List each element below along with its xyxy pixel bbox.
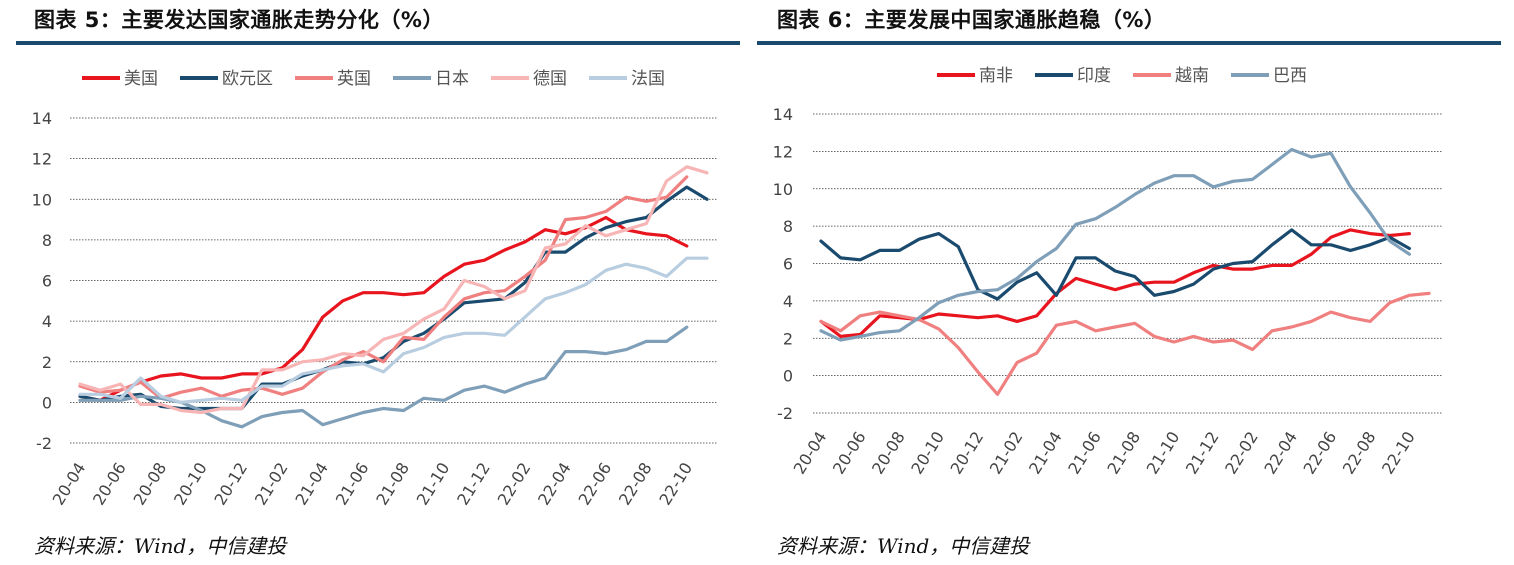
x-tick-label: 22-04 [534, 459, 575, 509]
y-tick-label: 4 [783, 292, 793, 311]
series-line-3 [819, 147, 1411, 342]
y-tick-label: 0 [783, 367, 793, 386]
panel-developing: 图表 6：主要发展中国家通胀趋稳（%） -2 0 2 4 6 8 10 12 14 20-04 20… [757, 0, 1514, 565]
y-tick-label: 14 [773, 105, 793, 124]
x-tick-label: 20-06 [829, 428, 870, 478]
x-tick-label: 21-06 [1064, 428, 1105, 478]
x-tick-label: 21-04 [291, 459, 332, 509]
x-tick-label: 22-06 [1300, 428, 1341, 478]
x-tick-label: 20-04 [790, 428, 831, 478]
x-tick-label: 20-10 [170, 459, 211, 509]
figure-title: 图表 5：主要发达国家通胀走势分化（%） [34, 8, 444, 32]
legend-label: 巴西 [1273, 66, 1307, 86]
y-tick-label: 2 [42, 353, 52, 372]
y-tick-label: -2 [777, 404, 793, 423]
x-tick-label: 21-04 [1025, 428, 1066, 478]
x-tick-label: 22-02 [494, 459, 535, 509]
legend-label: 美国 [124, 69, 158, 89]
x-tick-label: 21-12 [1182, 428, 1223, 478]
legend-label: 日本 [435, 69, 469, 89]
x-tick-label: 21-06 [332, 459, 373, 509]
legend-label: 越南 [1175, 66, 1209, 86]
series-line-1 [819, 228, 1411, 301]
y-tick-label: 12 [773, 142, 793, 161]
x-tick-label: 20-04 [49, 459, 90, 509]
legend-label: 欧元区 [222, 69, 273, 89]
x-tick-label: 22-10 [655, 459, 696, 509]
y-tick-label: 6 [42, 272, 52, 291]
x-tick-label: 21-08 [372, 459, 413, 509]
source-note: 资料来源：Wind，中信建投 [34, 534, 287, 558]
chart-developing-inflation: -20246810121420-0420-0620-0820-1020-1221… [773, 66, 1443, 478]
y-tick-label: 8 [42, 231, 52, 250]
legend-label: 英国 [337, 69, 371, 89]
title-rule [16, 41, 740, 45]
legend-label: 印度 [1077, 66, 1111, 86]
y-tick-label: 4 [42, 312, 52, 331]
y-tick-label: 0 [42, 393, 52, 412]
x-tick-label: 21-08 [1103, 428, 1144, 478]
series-line-2 [819, 291, 1431, 396]
title-rule [757, 41, 1501, 45]
legend-label: 南非 [979, 66, 1013, 86]
x-tick-label: 22-06 [575, 459, 616, 509]
x-tick-label: 22-04 [1260, 428, 1301, 478]
figure-title: 图表 6：主要发展中国家通胀趋稳（%） [777, 8, 1166, 32]
series-line-3 [78, 325, 689, 429]
x-tick-label: 22-02 [1221, 428, 1262, 478]
legend-label: 法国 [631, 69, 665, 89]
y-tick-label: 10 [32, 190, 52, 209]
y-tick-label: 14 [32, 109, 52, 128]
y-tick-label: -2 [36, 434, 52, 453]
panel-developed: 图表 5：主要发达国家通胀走势分化（%） -2 0 2 4 6 8 10 12 14 20-04 2… [16, 8, 740, 558]
series-line-5 [78, 256, 709, 404]
x-tick-label: 20-08 [130, 459, 171, 509]
x-tick-label: 21-02 [986, 428, 1027, 478]
x-tick-label: 21-10 [413, 459, 454, 509]
y-tick-label: 10 [773, 180, 793, 199]
source-note: 资料来源：Wind，中信建投 [777, 534, 1030, 558]
x-tick-label: 20-06 [89, 459, 130, 509]
x-tick-label: 22-08 [1339, 428, 1380, 478]
y-tick-label: 12 [32, 150, 52, 169]
legend-label: 德国 [533, 69, 567, 89]
y-tick-label: 6 [783, 255, 793, 274]
x-tick-label: 20-08 [868, 428, 909, 478]
x-tick-label: 22-10 [1378, 428, 1419, 478]
series-line-2 [78, 175, 689, 400]
y-tick-label: 2 [783, 329, 793, 348]
x-tick-label: 21-02 [251, 459, 292, 509]
series-line-4 [78, 165, 709, 415]
x-tick-label: 20-10 [907, 428, 948, 478]
x-tick-label: 21-10 [1143, 428, 1184, 478]
x-tick-label: 21-12 [453, 459, 494, 509]
y-tick-label: 8 [783, 217, 793, 236]
x-tick-label: 20-12 [210, 459, 251, 509]
x-tick-label: 20-12 [947, 428, 988, 478]
x-tick-label: 22-08 [615, 459, 656, 509]
